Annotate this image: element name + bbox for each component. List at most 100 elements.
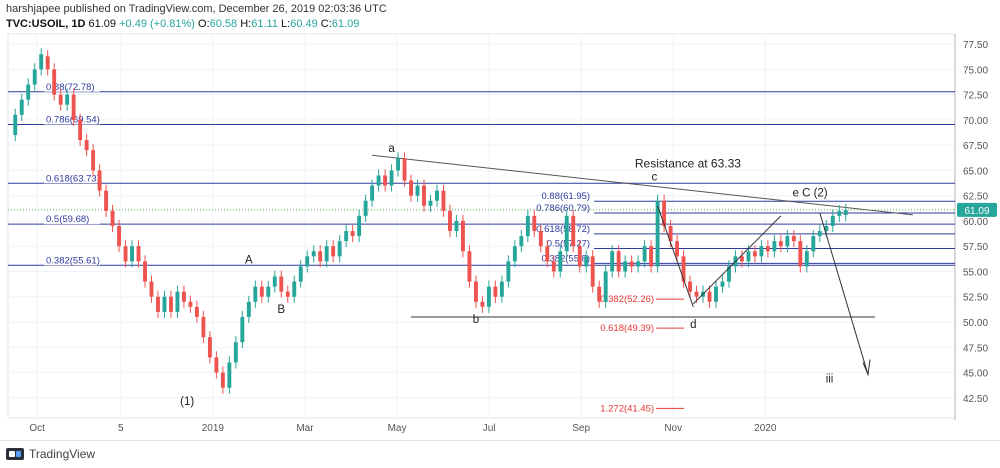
- y-tick-label: 77.50: [963, 40, 988, 51]
- candle-body: [525, 215, 530, 237]
- candle-body: [577, 246, 582, 267]
- x-tick-label: Oct: [29, 423, 45, 434]
- candle-body: [720, 281, 725, 287]
- annotation-text: Resistance at 63.33: [635, 156, 741, 170]
- candle-body: [493, 286, 498, 297]
- fib-level-label-2: 0.382(55.8): [541, 253, 590, 264]
- candle-body: [448, 210, 452, 232]
- candle-body: [188, 301, 193, 307]
- candle-body: [571, 215, 576, 247]
- candle-body: [162, 296, 167, 312]
- candle-body: [13, 114, 18, 136]
- candle-body: [45, 56, 50, 70]
- chart-header: harshjapee published on TradingView.com,…: [6, 2, 387, 32]
- publisher-line: harshjapee published on TradingView.com,…: [6, 3, 387, 15]
- candle-body: [324, 246, 329, 262]
- candle-body: [629, 261, 634, 267]
- candle-body: [383, 175, 388, 186]
- candle-body: [149, 281, 154, 297]
- fib-level-label: 0.5(59.68): [46, 214, 89, 225]
- candle-body: [272, 276, 277, 287]
- open-label: O:: [198, 18, 210, 30]
- candle-body: [117, 226, 122, 247]
- price-chart[interactable]: 77.50 75.00 72.50 70.00 67.50 65.00 62.50 60.00…: [0, 0, 1000, 440]
- candle-body: [220, 372, 225, 388]
- candle-body: [739, 256, 744, 262]
- candle-body: [545, 246, 550, 262]
- candle-body: [675, 241, 680, 257]
- symbol-name: TVC:USOIL, 1D: [6, 18, 86, 30]
- candle-body: [259, 286, 264, 297]
- candle-body: [409, 180, 413, 196]
- candle-body: [564, 215, 569, 252]
- tradingview-logo[interactable]: TradingView: [6, 447, 95, 461]
- fib-level-label-2: 0.618(58.72): [536, 224, 590, 235]
- candle-body: [110, 210, 115, 226]
- last-price-label: 61.09: [964, 206, 989, 217]
- candle-body: [811, 236, 816, 252]
- x-tick-label: Sep: [572, 423, 590, 434]
- fib-level-label: 0.618(63.73): [46, 173, 100, 184]
- candle-body: [402, 158, 407, 181]
- candle-body: [714, 286, 718, 302]
- candle-body: [363, 200, 368, 216]
- candle-body: [207, 337, 212, 358]
- candle-body: [201, 316, 206, 338]
- y-tick-label: 52.50: [963, 293, 988, 304]
- candle-body: [785, 236, 790, 247]
- low-value: 60.49: [290, 18, 318, 30]
- candle-body: [681, 256, 686, 282]
- wave-label: a: [388, 143, 395, 155]
- candle-body: [350, 231, 355, 237]
- candle-body: [616, 251, 621, 272]
- candle-body: [752, 251, 757, 257]
- wave-label: e C (2): [792, 188, 827, 200]
- candle-body: [422, 185, 426, 206]
- price-change: +0.49 (+0.81%): [119, 18, 195, 30]
- candle-body: [143, 261, 147, 282]
- wave-label: d: [690, 319, 696, 331]
- candle-body: [843, 209, 848, 216]
- candle-body: [597, 286, 602, 302]
- footer-bar: TradingView: [0, 440, 1000, 468]
- fib-ext-label: 0.382(52.26): [600, 294, 654, 305]
- fib-level-label: 0.786(69.54): [46, 115, 100, 126]
- fib-label-bg: [44, 214, 100, 225]
- fib-label-bg: [44, 255, 100, 266]
- candle-body: [104, 190, 109, 211]
- candle-body: [26, 84, 31, 100]
- candle-body: [357, 215, 362, 237]
- symbol-line: TVC:USOIL, 1D 61.09 +0.49 (+0.81%) O:60.…: [6, 17, 387, 32]
- x-tick-label: 2019: [202, 423, 225, 434]
- y-tick-label: 57.50: [963, 242, 988, 253]
- candle-body: [181, 291, 186, 302]
- y-tick-label: 42.50: [963, 394, 988, 405]
- candle-body: [467, 251, 472, 282]
- candle-body: [454, 220, 459, 232]
- fib-level-label: 0.88(72.78): [46, 82, 95, 93]
- candle-body: [830, 215, 835, 226]
- y-tick-label: 65.00: [963, 166, 988, 177]
- candle-body: [305, 256, 310, 267]
- candle-body: [169, 296, 173, 312]
- candle-body: [772, 241, 777, 252]
- x-tick-label: 5: [118, 423, 124, 434]
- fib-level-label-2: 0.88(61.95): [541, 191, 590, 202]
- candle-body: [441, 190, 446, 211]
- candle-body: [662, 200, 667, 226]
- candle-body: [642, 246, 647, 262]
- y-tick-label: 75.00: [963, 65, 988, 76]
- candle-body: [688, 281, 692, 292]
- candle-body: [435, 190, 439, 201]
- candle-body: [266, 286, 271, 297]
- candle-body: [311, 251, 316, 257]
- candle-body: [746, 251, 751, 262]
- candle-body: [473, 281, 478, 302]
- candle-body: [558, 251, 563, 272]
- candle-body: [233, 342, 238, 363]
- candle-body: [506, 261, 511, 282]
- candle-body: [78, 119, 83, 141]
- candle-body: [130, 246, 134, 262]
- candle-body: [389, 170, 394, 186]
- candle-body: [58, 94, 63, 105]
